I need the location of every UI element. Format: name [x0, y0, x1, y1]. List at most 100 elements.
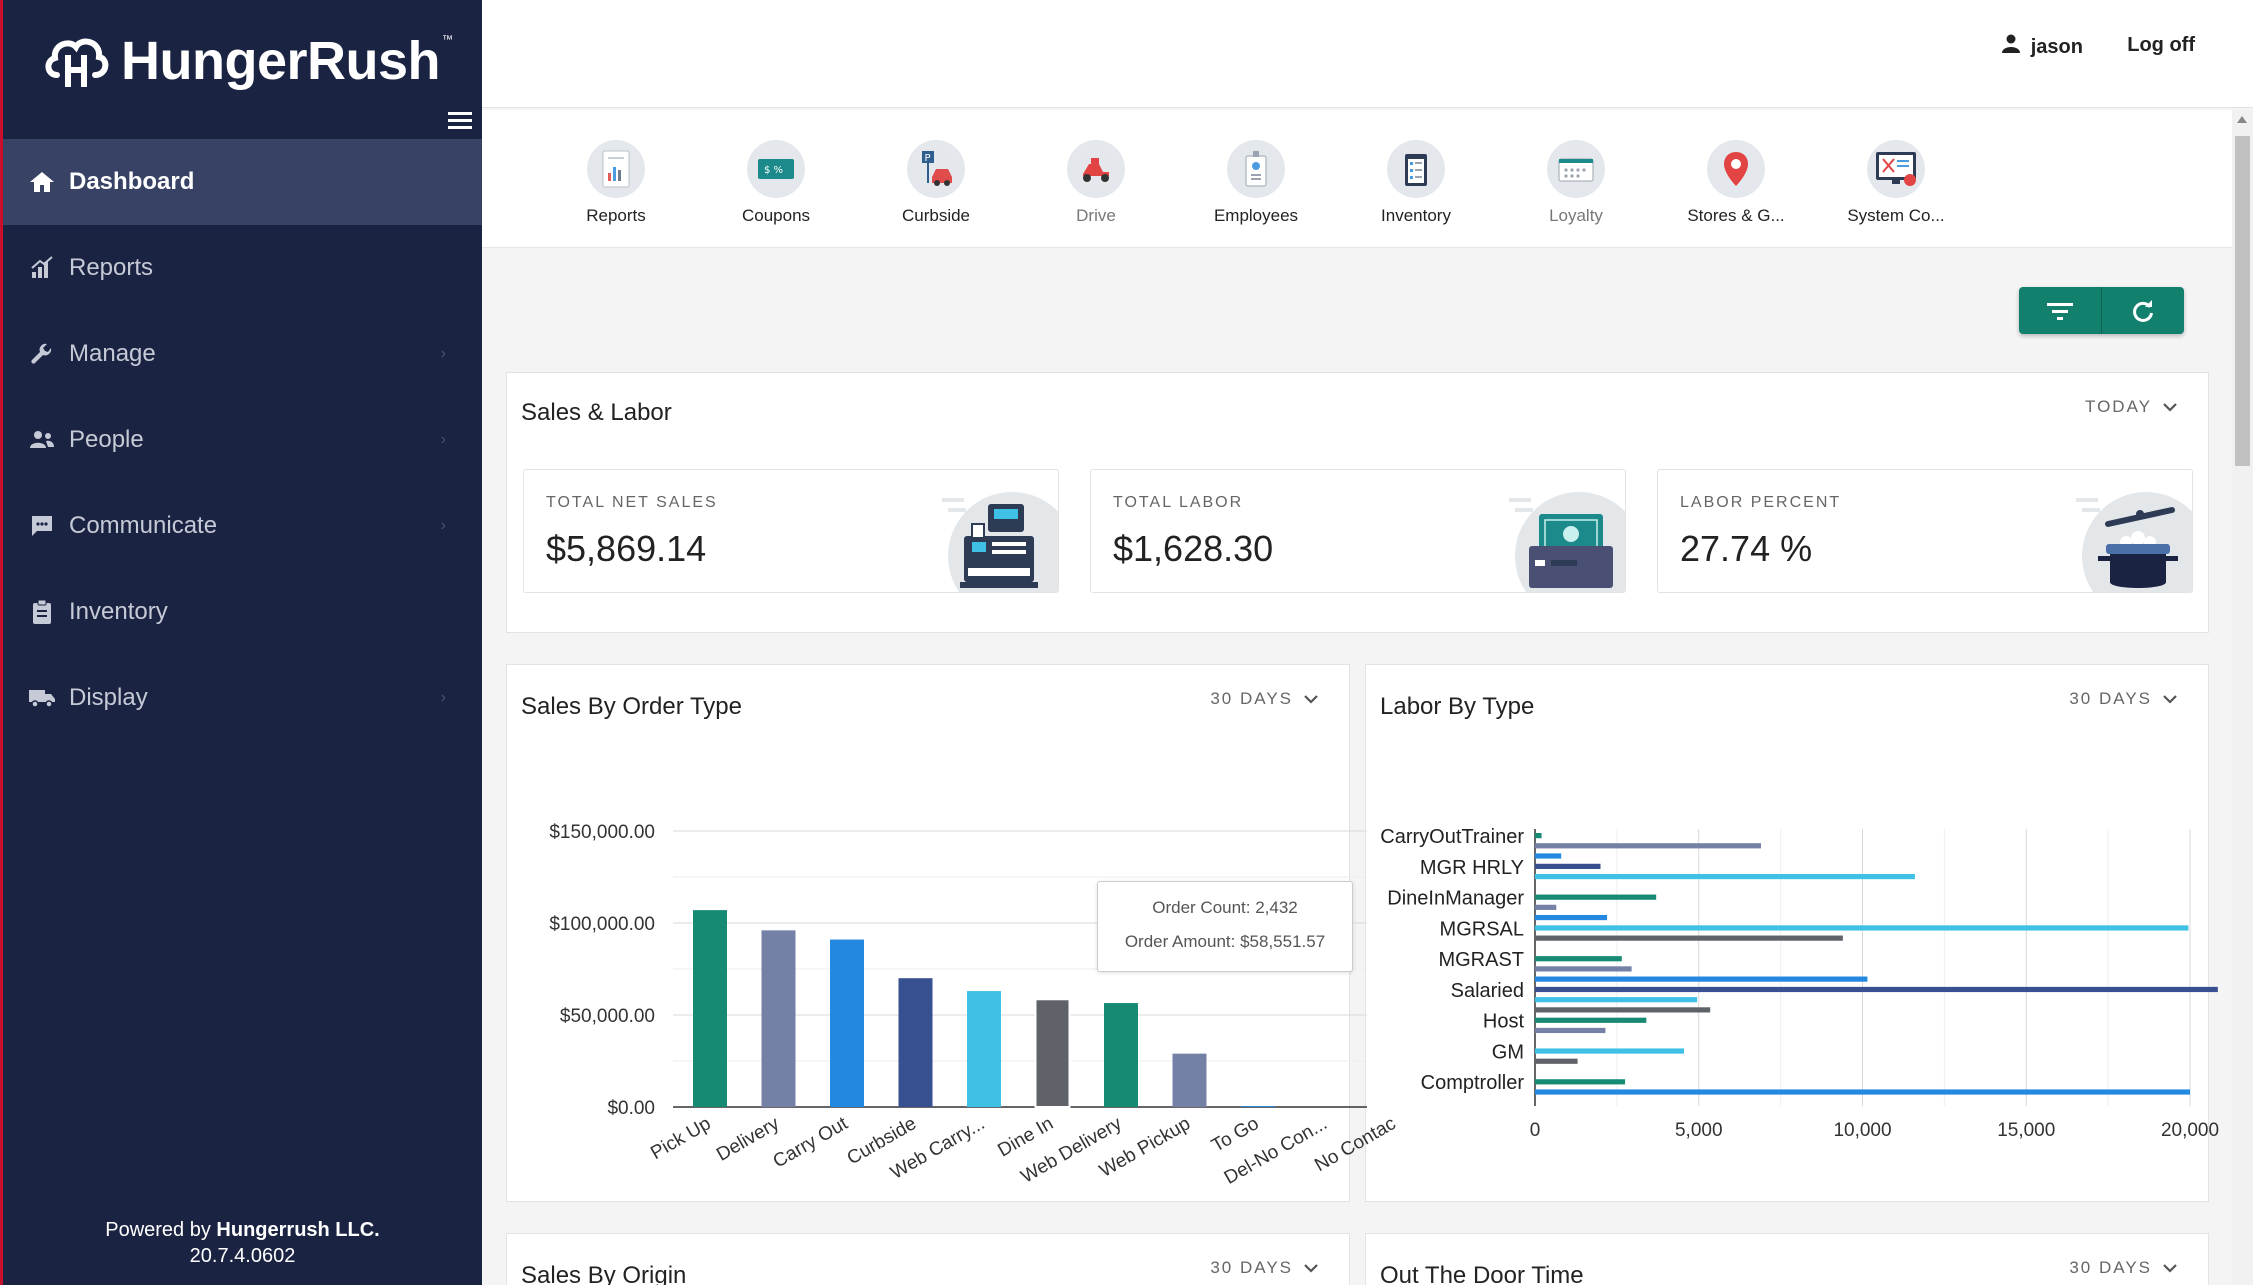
quicklink-drive[interactable]: Drive: [1016, 140, 1176, 226]
sidebar-item-label: Manage: [69, 340, 156, 367]
kpi-label: LABOR PERCENT: [1680, 494, 1842, 511]
people-icon: [27, 425, 57, 455]
refresh-button[interactable]: [2101, 287, 2183, 334]
quicklink-curbside[interactable]: P Curbside: [856, 140, 1016, 226]
filter-button[interactable]: [2019, 287, 2101, 334]
sidebar-item-display[interactable]: Display ›: [3, 655, 482, 741]
card-title: Sales & Labor: [521, 399, 672, 426]
version-number: 20.7.4.0602: [189, 1245, 296, 1267]
period-label: 30 DAYS: [1210, 689, 1293, 708]
scroll-up-arrow-icon[interactable]: [2237, 116, 2247, 123]
page-scrollbar[interactable]: [2232, 110, 2253, 1285]
hamburger-menu-icon[interactable]: [448, 112, 472, 130]
drive-icon: [1067, 140, 1125, 198]
scroll-thumb[interactable]: [2235, 136, 2250, 466]
sidebar-item-reports[interactable]: Reports: [3, 225, 482, 311]
log-off-link[interactable]: Log off: [2127, 34, 2195, 56]
sidebar-item-inventory[interactable]: Inventory: [3, 569, 482, 655]
period-dropdown[interactable]: 30 DAYS: [1210, 689, 1319, 709]
user-icon: [2001, 34, 2021, 60]
quicklink-label: Stores & G...: [1687, 206, 1785, 225]
out-the-door-time-card: Out The Door Time 30 DAYS: [1365, 1233, 2209, 1285]
card-title: Sales By Order Type: [521, 693, 742, 720]
period-label: TODAY: [2085, 397, 2152, 416]
cooking-pot-icon: [2068, 484, 2192, 592]
tooltip-order-count: Order Count: 2,432: [1152, 898, 1298, 917]
sidebar-item-manage[interactable]: Manage ›: [3, 311, 482, 397]
chevron-right-icon: ›: [440, 345, 446, 362]
chevron-right-icon: ›: [440, 517, 446, 534]
home-icon: [27, 167, 57, 197]
period-dropdown[interactable]: 30 DAYS: [2069, 1258, 2178, 1278]
stores-icon: [1707, 140, 1765, 198]
chevron-right-icon: ›: [440, 431, 446, 448]
quicklink-label: Inventory: [1381, 206, 1451, 225]
coupons-icon: $ %: [747, 140, 805, 198]
quicklink-coupons[interactable]: $ % Coupons: [696, 140, 856, 226]
chevron-down-icon: [2162, 1258, 2178, 1278]
quicklink-label: Loyalty: [1549, 206, 1603, 225]
cloud-logo-icon: [43, 31, 109, 91]
quicklink-inventory[interactable]: Inventory: [1336, 140, 1496, 226]
quicklink-loyalty[interactable]: Loyalty: [1496, 140, 1656, 226]
kpi-value: 27.74 %: [1680, 528, 1813, 569]
quicklink-stores[interactable]: Stores & G...: [1656, 140, 1816, 226]
kpi-total-labor: TOTAL LABOR $1,628.30: [1090, 469, 1626, 593]
labor-by-type-card: Labor By Type 30 DAYS: [1365, 664, 2209, 1202]
sales-labor-card: Sales & Labor TODAY TOTAL NET SALES $5,8…: [506, 372, 2209, 633]
period-label: 30 DAYS: [1210, 1258, 1293, 1277]
sidebar-item-label: Display: [69, 684, 148, 711]
user-menu[interactable]: jason: [2001, 34, 2083, 60]
kpi-value: $5,869.14: [546, 528, 707, 569]
filter-icon: [2047, 302, 2073, 320]
sidebar-item-label: People: [69, 426, 144, 453]
powered-by-label: Powered by: [105, 1219, 217, 1241]
quicklink-employees[interactable]: Employees: [1176, 140, 1336, 226]
quicklink-label: Drive: [1076, 206, 1116, 225]
quicklink-label: Employees: [1213, 206, 1299, 225]
sidebar-item-label: Dashboard: [69, 168, 195, 195]
chart-tooltip: Order Count: 2,432 Order Amount: $58,551…: [1097, 881, 1353, 972]
kpi-total-net-sales: TOTAL NET SALES $5,869.14: [523, 469, 1059, 593]
card-title: Sales By Origin: [521, 1262, 687, 1285]
quicklink-label: Reports: [586, 206, 646, 225]
period-label: 30 DAYS: [2069, 1258, 2152, 1277]
chevron-down-icon: [1303, 1258, 1319, 1278]
company-name: Hungerrush LLC.: [216, 1219, 380, 1241]
kpi-label: TOTAL LABOR: [1113, 494, 1244, 511]
chat-icon: [27, 511, 57, 541]
employees-icon: [1227, 140, 1285, 198]
refresh-icon: [2132, 299, 2153, 322]
brand-name: HungerRush: [121, 31, 441, 91]
quicklink-system-config[interactable]: System Co...: [1816, 140, 1976, 226]
curbside-icon: P: [907, 140, 965, 198]
hungerrush-logo[interactable]: HungerRush ™: [43, 26, 453, 96]
sidebar-item-label: Inventory: [69, 598, 168, 625]
kpi-label: TOTAL NET SALES: [546, 494, 718, 511]
quicklink-reports[interactable]: Reports: [536, 140, 696, 226]
sales-by-origin-card: Sales By Origin 30 DAYS: [506, 1233, 1350, 1285]
period-label: 30 DAYS: [2069, 689, 2152, 708]
sidebar-item-communicate[interactable]: Communicate ›: [3, 483, 482, 569]
quick-links-bar: Reports $ % Coupons P Curbside Drive Emp…: [482, 110, 2232, 248]
chevron-down-icon: [2162, 689, 2178, 709]
quicklink-label: Coupons: [741, 206, 811, 225]
sidebar-item-people[interactable]: People ›: [3, 397, 482, 483]
quicklink-label: Curbside: [901, 206, 971, 225]
period-dropdown[interactable]: 30 DAYS: [1210, 1258, 1319, 1278]
period-dropdown[interactable]: 30 DAYS: [2069, 689, 2178, 709]
svg-text:$ %: $ %: [764, 165, 783, 176]
card-title: Labor By Type: [1380, 693, 1535, 720]
period-dropdown[interactable]: TODAY: [2085, 397, 2178, 417]
sidebar-footer: Powered by Hungerrush LLC. 20.7.4.0602: [3, 1217, 482, 1269]
quicklink-label: System Co...: [1847, 206, 1945, 225]
inventory-icon: [1387, 140, 1445, 198]
chevron-right-icon: ›: [440, 689, 446, 706]
kpi-labor-percent: LABOR PERCENT 27.74 %: [1657, 469, 2193, 593]
svg-text:P: P: [925, 153, 931, 164]
trademark: ™: [442, 34, 453, 46]
chevron-down-icon: [1303, 689, 1319, 709]
sidebar-item-label: Reports: [69, 254, 154, 281]
top-header: jason Log off: [482, 0, 2253, 108]
sidebar-item-dashboard[interactable]: Dashboard: [3, 139, 482, 225]
